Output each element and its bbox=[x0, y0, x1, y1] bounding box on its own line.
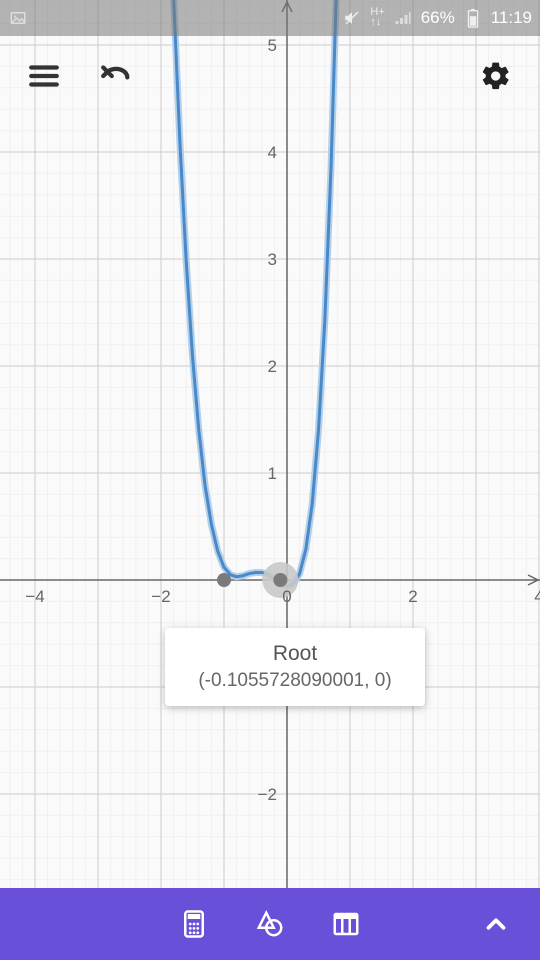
root-point bbox=[217, 573, 231, 587]
point-tooltip: Root (-0.1055728090001, 0) bbox=[165, 628, 425, 706]
status-bar: H+↑↓ 66% 11:19 bbox=[0, 0, 540, 36]
x-tick-label: 0 bbox=[282, 587, 291, 606]
tooltip-value: (-0.1055728090001, 0) bbox=[187, 668, 403, 694]
bottom-toolbar bbox=[0, 888, 540, 960]
y-tick-label: 1 bbox=[268, 464, 277, 483]
mute-icon bbox=[342, 8, 362, 28]
y-tick-label: 4 bbox=[268, 143, 277, 162]
x-tick-label: 2 bbox=[408, 587, 417, 606]
spreadsheet-button[interactable] bbox=[322, 900, 370, 948]
y-tick-label: −2 bbox=[258, 785, 277, 804]
battery-icon bbox=[463, 8, 483, 28]
tooltip-title: Root bbox=[187, 640, 403, 668]
y-tick-label: 3 bbox=[268, 250, 277, 269]
menu-button[interactable] bbox=[20, 52, 68, 100]
geometry-button[interactable] bbox=[246, 900, 294, 948]
top-toolbar bbox=[0, 36, 540, 116]
clock: 11:19 bbox=[491, 8, 532, 28]
expand-button[interactable] bbox=[472, 900, 520, 948]
x-tick-label: 4 bbox=[534, 587, 540, 606]
settings-button[interactable] bbox=[472, 52, 520, 100]
picture-icon bbox=[8, 8, 28, 28]
root-point bbox=[273, 573, 287, 587]
x-tick-label: −2 bbox=[151, 587, 170, 606]
undo-button[interactable] bbox=[92, 52, 140, 100]
graph-canvas[interactable]: −8−6−4−20246−212345 bbox=[0, 0, 540, 888]
network-hplus-icon: H+↑↓ bbox=[370, 8, 384, 28]
x-tick-label: −4 bbox=[25, 587, 44, 606]
signal-icon bbox=[393, 8, 413, 28]
battery-pct: 66% bbox=[421, 8, 455, 28]
y-tick-label: 2 bbox=[268, 357, 277, 376]
calculator-button[interactable] bbox=[170, 900, 218, 948]
app-root: H+↑↓ 66% 11:19 −8−6−4−20246−212345 Root … bbox=[0, 0, 540, 960]
